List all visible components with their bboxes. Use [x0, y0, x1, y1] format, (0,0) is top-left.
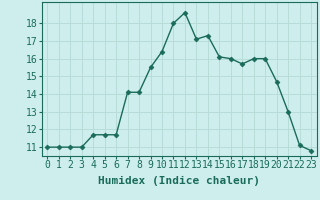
- X-axis label: Humidex (Indice chaleur): Humidex (Indice chaleur): [98, 176, 260, 186]
